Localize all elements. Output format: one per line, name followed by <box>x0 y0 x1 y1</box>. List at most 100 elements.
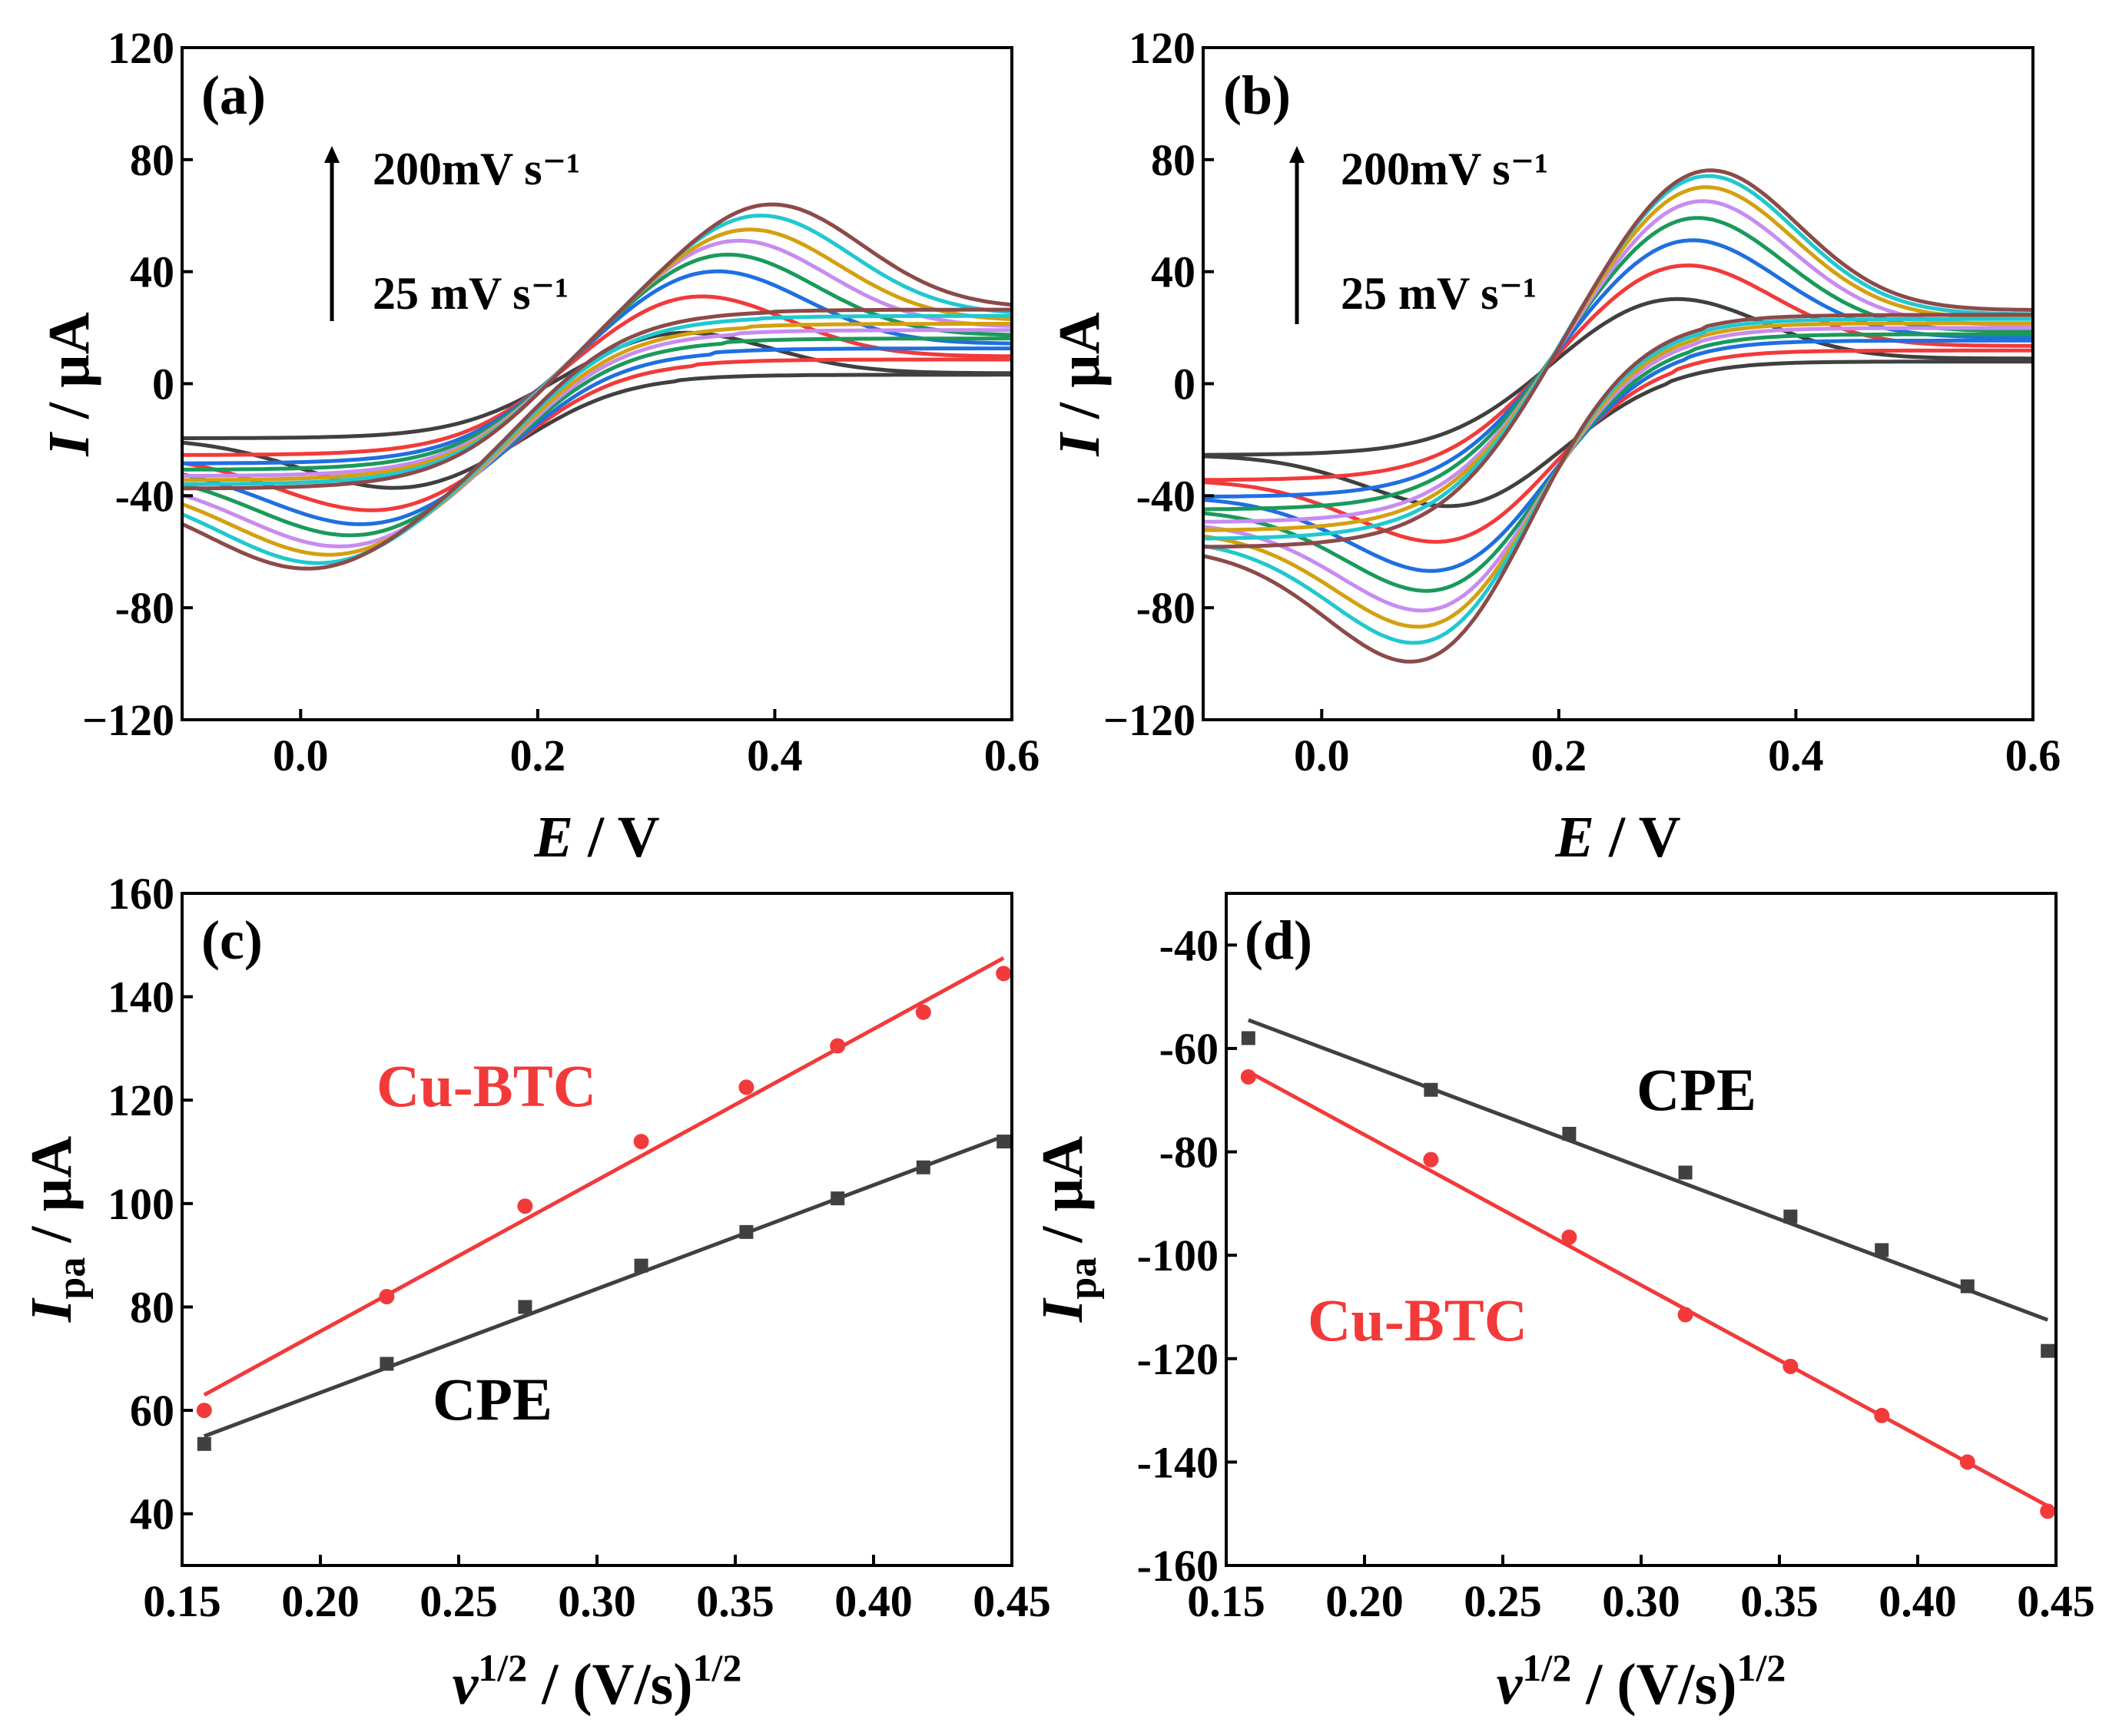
y-tick-label-a: -80 <box>115 583 174 633</box>
x-axis-var-sup-d: 1/2 <box>1522 1646 1571 1689</box>
y-axis-var-b: I <box>1047 432 1112 457</box>
y-tick-label-c: 120 <box>108 1075 174 1125</box>
x-axis-unit-c: / (V/s) <box>527 1652 692 1717</box>
y-axis-unit-a: / µA <box>37 312 101 433</box>
data-point-cpe-c <box>831 1191 845 1206</box>
y-axis-var-d: I <box>1030 1297 1095 1323</box>
x-axis-label-d: v1/2 / (V/s)1/2 <box>1497 1646 1786 1717</box>
y-axis-unit-b: / µA <box>1047 312 1112 433</box>
cv-curve-b-75mVs <box>1203 238 2033 573</box>
x-tick-label-d: 0.45 <box>2017 1576 2095 1626</box>
x-axis-unit-b: / V <box>1594 805 1681 870</box>
data-point-cu-btc-c <box>915 1004 931 1020</box>
x-axis-var-a: E <box>533 805 573 870</box>
x-tick-label-c: 0.25 <box>419 1576 498 1626</box>
x-axis-var-b: E <box>1554 805 1594 870</box>
x-tick-label-c: 0.40 <box>834 1576 913 1626</box>
x-axis-unit-a: / V <box>573 805 660 870</box>
y-tick-label-d: -140 <box>1137 1437 1219 1487</box>
y-tick-label-b: 120 <box>1129 23 1195 73</box>
panel-label-d: (d) <box>1245 909 1312 971</box>
data-point-cu-btc-d <box>1874 1407 1890 1423</box>
data-point-cu-btc-c <box>379 1289 395 1304</box>
y-axis-unit-d: / µA <box>1030 1136 1095 1257</box>
y-axis-sub-d: pa <box>1061 1257 1105 1300</box>
cv-curve-a-200mVs <box>182 202 1012 571</box>
data-point-cu-btc-d <box>1959 1454 1975 1470</box>
y-tick-label-d: -80 <box>1159 1128 1219 1178</box>
x-tick-label-c: 0.20 <box>281 1576 360 1626</box>
y-tick-label-c: 160 <box>108 869 174 919</box>
annotation-top-a: 200mV s⁻¹ <box>373 144 580 194</box>
y-axis-unit-c: / µA <box>19 1136 84 1257</box>
y-tick-label-c: 80 <box>130 1282 174 1332</box>
fit-line-cpe-c <box>203 1135 1005 1439</box>
data-point-cu-btc-c <box>830 1038 846 1054</box>
x-axis-var-c: v <box>453 1652 479 1717</box>
cv-curve-b-125mVs <box>1203 199 2033 613</box>
x-tick-label-b: 0.0 <box>1294 731 1350 780</box>
x-tick-label-d: 0.25 <box>1464 1576 1542 1626</box>
x-tick-label-a: 0.0 <box>273 731 329 780</box>
arrow-head-icon-a <box>324 146 340 163</box>
data-point-cpe-d <box>1875 1243 1889 1257</box>
y-tick-label-d: -60 <box>1159 1024 1219 1074</box>
x-tick-label-d: 0.30 <box>1602 1576 1680 1626</box>
fit-line-cu-btc-c <box>203 956 1005 1397</box>
ticks-d: 0.15 0.20 0.25 0.30 0.35 0.40 0.45 -160 -140 -120… <box>1137 920 2095 1626</box>
x-axis-label-a: E / V <box>533 805 659 870</box>
y-axis-label-b: I / µA <box>1047 312 1112 456</box>
series-label-cpe-c: CPE <box>433 1366 552 1433</box>
ticks-b: 0.0 0.2 0.4 0.6 −120 -80 -40 0 40 80 120 <box>1103 23 2061 780</box>
x-axis-label-c: v1/2 / (V/s)1/2 <box>453 1646 742 1717</box>
y-tick-label-a: 40 <box>130 247 174 297</box>
y-axis-var-c: I <box>19 1297 84 1323</box>
cv-curve-b-25mVs <box>1203 297 2033 509</box>
ticks-a: 0.0 0.2 0.4 0.6 −120 -80 -40 0 40 80 120 <box>82 23 1040 780</box>
annotation-bottom-a: 25 mV s⁻¹ <box>373 268 569 319</box>
cv-curve-b-150mVs <box>1203 185 2033 629</box>
data-point-cpe-c <box>996 1135 1011 1149</box>
data-point-cu-btc-c <box>517 1198 533 1214</box>
data-point-cpe-c <box>739 1224 754 1239</box>
y-axis-label-a: I / µA <box>37 312 101 456</box>
x-axis-label-b: E / V <box>1554 805 1680 870</box>
x-tick-label-a: 0.2 <box>510 731 566 780</box>
data-point-cpe-c <box>380 1357 394 1371</box>
cv-curve-a-25mVs <box>182 330 1012 490</box>
panel-label-b: (b) <box>1223 65 1291 126</box>
y-axis-var-a: I <box>37 432 101 457</box>
y-tick-label-a: 120 <box>108 23 174 73</box>
annotation-top-b: 200mV s⁻¹ <box>1341 144 1548 194</box>
cv-curve-b-100mVs <box>1203 216 2033 593</box>
panel-a: 0.0 0.2 0.4 0.6 −120 -80 -40 0 40 80 120 (a) 200mV… <box>37 23 1040 870</box>
y-axis-sub-c: pa <box>50 1257 94 1300</box>
x-axis-unit-sup-c: 1/2 <box>693 1646 742 1689</box>
data-point-cpe-c <box>197 1436 211 1451</box>
data-point-cpe-d <box>1678 1165 1693 1180</box>
y-tick-label-c: 140 <box>108 972 174 1022</box>
y-tick-label-b: 80 <box>1151 135 1195 185</box>
data-point-cu-btc-c <box>633 1134 649 1150</box>
data-point-cu-btc-c <box>996 966 1012 982</box>
x-tick-label-c: 0.15 <box>143 1576 221 1626</box>
x-tick-label-c: 0.45 <box>973 1576 1051 1626</box>
data-point-cpe-d <box>1562 1126 1577 1141</box>
fit-line-cpe-d <box>1247 1018 2049 1322</box>
x-axis-var-sup-c: 1/2 <box>478 1646 527 1689</box>
data-point-cpe-d <box>1241 1031 1255 1045</box>
x-tick-label-c: 0.35 <box>696 1576 774 1626</box>
y-tick-label-d: -40 <box>1159 920 1219 970</box>
x-tick-label-a: 0.6 <box>984 731 1040 780</box>
cv-curves-a <box>182 202 1012 571</box>
cv-curve-a-125mVs <box>182 238 1012 548</box>
x-axis-unit-d: / (V/s) <box>1571 1652 1736 1717</box>
x-tick-label-d: 0.35 <box>1740 1576 1819 1626</box>
x-tick-label-b: 0.4 <box>1768 731 1824 780</box>
x-tick-label-a: 0.4 <box>747 731 803 780</box>
data-point-cpe-d <box>1424 1082 1438 1097</box>
y-tick-label-b: 40 <box>1151 247 1195 297</box>
panel-label-a: (a) <box>201 65 266 126</box>
data-point-cu-btc-d <box>1423 1151 1439 1168</box>
arrow-head-icon-b <box>1289 146 1305 163</box>
